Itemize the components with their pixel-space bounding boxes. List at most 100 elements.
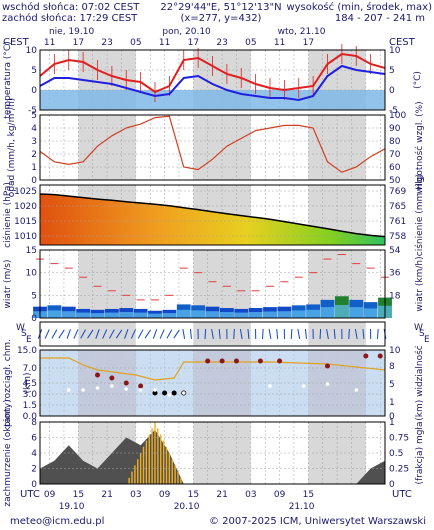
freezing-band [40,90,385,110]
wind-arrow [102,329,108,339]
cloudcover-area [40,429,385,484]
compass-label: S [21,329,27,339]
cloudbase-dot [363,353,369,359]
y-tick-label: 10 [26,269,38,279]
sunrise-text: wschód słońca: 07:02 CEST [2,1,140,13]
bottom-date-label: 21.10 [289,502,315,512]
fog-ylabel-right: (frakcja) mgła [415,422,425,485]
wind-bar-low [205,311,220,318]
bottom-hour-tick: 03 [245,490,256,500]
footer-email[interactable]: meteo@icm.edu.pl [10,516,104,527]
top-zone-left: CEST [3,37,30,48]
fog-dot [268,384,272,388]
top-hour-tick: 17 [303,38,314,48]
y-tick-label: 0 [31,176,37,186]
y-right-tick-label: 100 [389,111,406,121]
y-tick-label: 4 [31,124,37,134]
y-tick-label: 0 [31,86,37,96]
y-tick-label: 2 [31,465,37,475]
visibility-line [40,357,386,381]
bottom-hour-tick: 21 [101,490,112,500]
humidity-ylabel-right: wilgotność wzgl. (%) [414,101,425,193]
night-band [193,322,251,346]
cloud-extent-ylabel: pion. rozciągł. chm. [3,339,13,427]
y-tick-label: 2 [31,150,37,160]
wind-bar-low [277,311,292,318]
top-hour-tick: 17 [73,38,84,48]
wind-bar-low [349,307,364,318]
wind-bar-low [263,311,277,318]
wind-arrow [166,329,173,339]
y-tick-label: 1020 [14,202,37,212]
wind-bar-low [133,312,148,318]
y-tick-label: 5 [31,291,37,301]
wind-arrow [189,328,192,340]
panel-border [39,421,386,485]
bottom-axis: 09 15 21 03 09 15 21 03 09 15 19.10 20.10 21.10 [44,490,315,512]
cloudbase-dot [257,358,263,364]
y-right-tick-label: 765 [389,202,406,212]
cloudbase-dot [109,375,115,381]
top-hour-tick: 05 [130,38,141,48]
fog-dot [138,388,143,392]
y-tick-label: 6 [31,434,37,444]
wind-bar-low [248,312,263,318]
cloudbase-dot [171,390,177,396]
grid-text: (x=277, y=432) [181,13,262,24]
y-right-tick-label: 90 [389,124,401,134]
fog-dot [110,384,114,388]
bottom-zone-left: UTC [20,489,40,500]
wind-bar-low [306,309,321,318]
y-right-tick-label: 0 [389,86,395,96]
fog-dot [95,386,100,390]
panel-wind: 0 5 10 15 18 36 54 wiatr (m/s) wiatr (km/h) [3,246,425,324]
wind-arrow [239,328,243,340]
y-tick-label: 1025 [14,187,37,197]
wind-arrow [304,328,307,340]
footer-copyright: © 2007-2025 ICM, Uniwersytet Warszawski [209,516,426,527]
night-band [308,322,366,346]
wind-arrow [80,329,86,339]
cloudcover-ylabel: zachmurzenie (oktanty) [3,399,13,506]
wind-arrow [211,328,214,340]
compass-label-right: E [424,335,430,345]
y-right-tick-label: 10 [389,46,401,56]
wind-bar-low [291,310,306,318]
fog-dot [153,388,157,392]
top-hour-tick: 05 [245,38,256,48]
coords-text: 22°29'44"E, 51°12'13"N [160,2,281,13]
wind-arrow [247,328,250,340]
y-tick-label: 1.5 [23,401,37,411]
temperature-ylabel-right: (°C) [413,71,423,89]
wind-arrow [130,329,136,339]
compass-label: W [16,323,25,333]
sunset-text: zachód słońca: 17:29 CEST [2,12,138,24]
y-tick-label: 0.0 [23,412,38,422]
top-date-label: pon, 20.10 [162,27,211,37]
y-tick-label: 10 [26,46,38,56]
wind-bar-low [363,308,378,318]
wind-arrow [297,328,301,340]
panel-cloudcover: 0 2 4 6 8 0 0.25 0.5 0.75 1 zachmurzenie (oktanty)… [3,399,425,506]
compass-label-right: W [414,323,423,333]
wind-bar-low [61,311,76,318]
compass-label: E [26,335,32,345]
night-band [78,322,136,346]
y-right-tick-label: 761 [389,217,406,227]
wind-arrow [51,329,58,339]
wind-bar-low [104,312,119,318]
y-right-tick-label: 0 [389,412,395,422]
wind-bar-low [90,313,105,318]
panel-border [39,49,386,111]
y-tick-label: 1010 [14,232,37,242]
wind-ylabel-right: wiatr (km/h) [415,256,425,311]
wind-bar-low [219,312,234,318]
bottom-hour-tick: 15 [73,490,84,500]
wind-arrow [73,329,79,339]
wind-bar-low [47,310,62,318]
wind-arrow [144,329,151,339]
